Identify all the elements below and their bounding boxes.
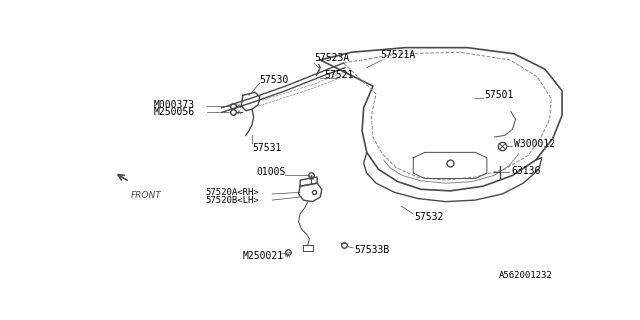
Text: 57532: 57532 xyxy=(415,212,444,222)
Text: 57501: 57501 xyxy=(484,90,514,100)
Text: M250056: M250056 xyxy=(154,107,195,116)
Text: 63136: 63136 xyxy=(511,166,540,176)
Text: 57533B: 57533B xyxy=(355,245,390,255)
Text: 0100S: 0100S xyxy=(257,167,286,177)
Text: 57521A: 57521A xyxy=(381,50,416,60)
Text: A562001232: A562001232 xyxy=(499,271,552,280)
Text: 57520A<RH>: 57520A<RH> xyxy=(205,188,259,197)
Text: 57531: 57531 xyxy=(252,143,282,153)
Text: M250021: M250021 xyxy=(243,251,284,260)
Text: 57521: 57521 xyxy=(324,70,353,80)
Text: 57530: 57530 xyxy=(260,75,289,85)
Text: 57520B<LH>: 57520B<LH> xyxy=(205,196,259,204)
Text: W300012: W300012 xyxy=(514,139,555,149)
Text: FRONT: FRONT xyxy=(131,191,162,200)
Text: M000373: M000373 xyxy=(154,100,195,110)
Text: 57523A: 57523A xyxy=(314,53,349,63)
